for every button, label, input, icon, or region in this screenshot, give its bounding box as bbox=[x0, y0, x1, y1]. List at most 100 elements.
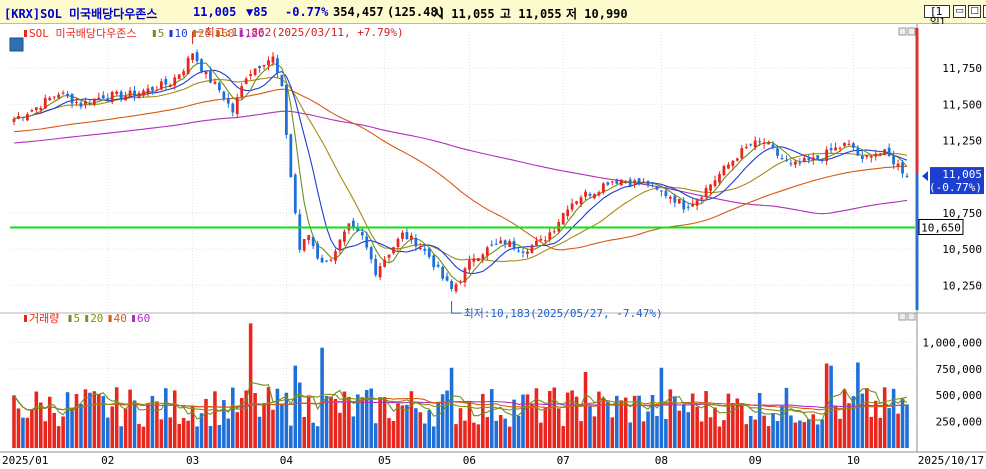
candle-body bbox=[338, 239, 342, 251]
candle-body bbox=[503, 240, 507, 245]
candle-body bbox=[869, 156, 873, 158]
candle-body bbox=[878, 153, 882, 155]
candle-body bbox=[128, 90, 132, 97]
candle-body bbox=[258, 66, 261, 69]
candle-body bbox=[722, 166, 726, 176]
price-legend-swatch bbox=[152, 30, 156, 37]
candle bbox=[624, 179, 628, 184]
volume-bar bbox=[766, 426, 771, 448]
candle-body bbox=[744, 146, 748, 149]
candle bbox=[834, 142, 837, 151]
candle bbox=[463, 266, 467, 288]
volume-bar bbox=[21, 417, 25, 448]
volume-legend-swatch bbox=[108, 315, 112, 322]
candle-body bbox=[235, 97, 239, 115]
candle-body bbox=[226, 98, 230, 104]
candle-body bbox=[767, 142, 770, 145]
candle-body bbox=[284, 84, 288, 135]
minimize-icon[interactable]: ▭ bbox=[953, 5, 966, 18]
candle bbox=[334, 248, 337, 265]
volume-bar bbox=[847, 403, 851, 448]
candle bbox=[445, 272, 449, 282]
volume-bar bbox=[39, 402, 43, 448]
candle-body bbox=[427, 248, 431, 257]
volume-bar bbox=[342, 391, 347, 448]
volume-bar bbox=[744, 424, 749, 448]
candle bbox=[302, 238, 306, 253]
date-tick-label: 04 bbox=[280, 454, 294, 467]
volume-bar bbox=[873, 400, 878, 448]
candle bbox=[749, 143, 753, 147]
candle bbox=[26, 112, 29, 122]
candle-body bbox=[244, 78, 248, 84]
volume-bar bbox=[583, 371, 588, 448]
legends[interactable]: SOL 미국배당다우존스 5 10 20 60 120 거래량 5 20 40 60 bbox=[24, 27, 265, 325]
candle-body bbox=[182, 71, 186, 76]
price-legend-label: 10 bbox=[175, 27, 188, 40]
volume-bar bbox=[257, 416, 262, 448]
candle-body bbox=[231, 103, 235, 113]
period-button[interactable]: [1일] bbox=[924, 5, 950, 28]
candle-body bbox=[262, 64, 266, 67]
date-tick-label: 03 bbox=[186, 454, 199, 467]
candle bbox=[298, 209, 302, 253]
candle-body bbox=[753, 140, 757, 148]
volume-bar bbox=[668, 389, 673, 448]
candle-body bbox=[414, 237, 418, 247]
date-tick-label: 2025/10/17 bbox=[918, 454, 984, 467]
volume-bar bbox=[378, 397, 382, 448]
candle bbox=[92, 98, 96, 107]
candle bbox=[39, 105, 43, 114]
candle-body bbox=[17, 116, 20, 119]
candle-body bbox=[758, 141, 762, 143]
candle bbox=[378, 262, 382, 281]
candle-body bbox=[668, 196, 672, 199]
candle-body bbox=[892, 154, 895, 165]
candle-body bbox=[155, 89, 159, 91]
candle-body bbox=[84, 101, 87, 105]
candle-body bbox=[168, 85, 172, 87]
volume-bar bbox=[164, 388, 168, 448]
close-icon[interactable] bbox=[983, 5, 986, 18]
volume-bar bbox=[610, 417, 615, 448]
candle-body bbox=[619, 179, 623, 186]
last-change-label: (-0.77%) bbox=[929, 181, 982, 194]
candle-body bbox=[267, 60, 270, 66]
candle-body bbox=[677, 199, 681, 204]
candle bbox=[709, 183, 712, 196]
volume-bar bbox=[708, 417, 713, 448]
candle-body bbox=[61, 92, 65, 94]
price-legend-swatch bbox=[192, 30, 196, 37]
candle bbox=[191, 53, 194, 63]
candle-body bbox=[186, 57, 190, 74]
volume-bar bbox=[512, 399, 516, 448]
date-tick-label: 06 bbox=[463, 454, 476, 467]
candle bbox=[316, 240, 320, 260]
candle bbox=[360, 228, 364, 240]
volume-bar bbox=[565, 392, 570, 448]
volume-bar bbox=[619, 400, 624, 448]
price-tick-label: 11,250 bbox=[942, 135, 982, 148]
volume-bar bbox=[543, 407, 548, 448]
candle-body bbox=[829, 148, 833, 151]
volume-bar bbox=[329, 396, 333, 448]
candle bbox=[79, 100, 83, 110]
volume-bar bbox=[865, 388, 869, 448]
volume-bar bbox=[771, 413, 775, 448]
candle bbox=[521, 247, 525, 258]
volume-bar bbox=[722, 420, 726, 448]
volume-bar bbox=[132, 400, 137, 448]
price-legend-swatch bbox=[169, 30, 173, 37]
candle bbox=[584, 189, 587, 201]
price-legend-label: SOL 미국배당다우존스 bbox=[29, 27, 136, 40]
volume-bar bbox=[387, 418, 391, 448]
candle-body bbox=[177, 74, 181, 80]
candle bbox=[494, 238, 498, 245]
candle bbox=[244, 76, 248, 85]
candle bbox=[343, 229, 346, 246]
volume-bar bbox=[601, 398, 606, 448]
candle bbox=[66, 91, 69, 99]
maximize-icon[interactable]: □ bbox=[968, 5, 981, 18]
candle bbox=[883, 148, 887, 156]
candle bbox=[195, 49, 199, 65]
